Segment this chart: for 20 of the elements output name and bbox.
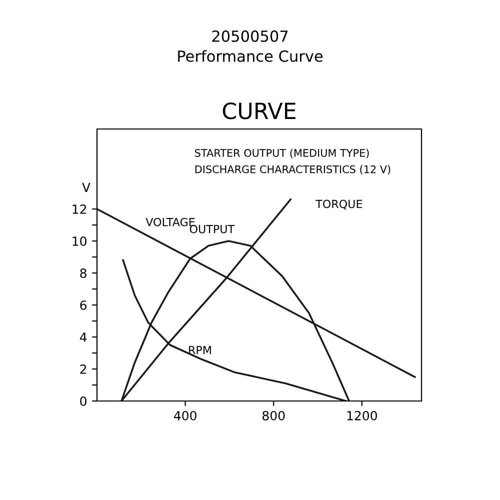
series-label: RPM bbox=[189, 346, 211, 354]
text: CURVE bbox=[222, 102, 296, 120]
y-tick-label: 6 bbox=[80, 300, 86, 310]
series-label: OUTPUT bbox=[190, 224, 235, 234]
y-tick-label: 10 bbox=[72, 236, 86, 246]
chart-title: 20500507 bbox=[212, 30, 288, 42]
x-tick-label: 1200 bbox=[347, 410, 377, 420]
annotation: DISCHARGE CHARACTERISTICS (12 V) bbox=[195, 165, 390, 174]
x-tick-label: 800 bbox=[262, 410, 285, 420]
x-tick-label: 400 bbox=[174, 410, 196, 420]
text: TORQUE bbox=[316, 200, 362, 210]
y-tick-label: 4 bbox=[80, 332, 87, 342]
y-tick-label: 2 bbox=[80, 364, 86, 374]
y-axis-title: V bbox=[82, 182, 90, 192]
series-label: VOLTAGE bbox=[146, 218, 195, 226]
y-tick-label: 12 bbox=[72, 204, 86, 214]
y-tick-label: 8 bbox=[80, 268, 86, 278]
chart-subtitle: Performance Curve bbox=[178, 50, 323, 62]
annotation: STARTER OUTPUT (MEDIUM TYPE) bbox=[195, 148, 369, 158]
y-tick-label: 0 bbox=[80, 396, 86, 406]
